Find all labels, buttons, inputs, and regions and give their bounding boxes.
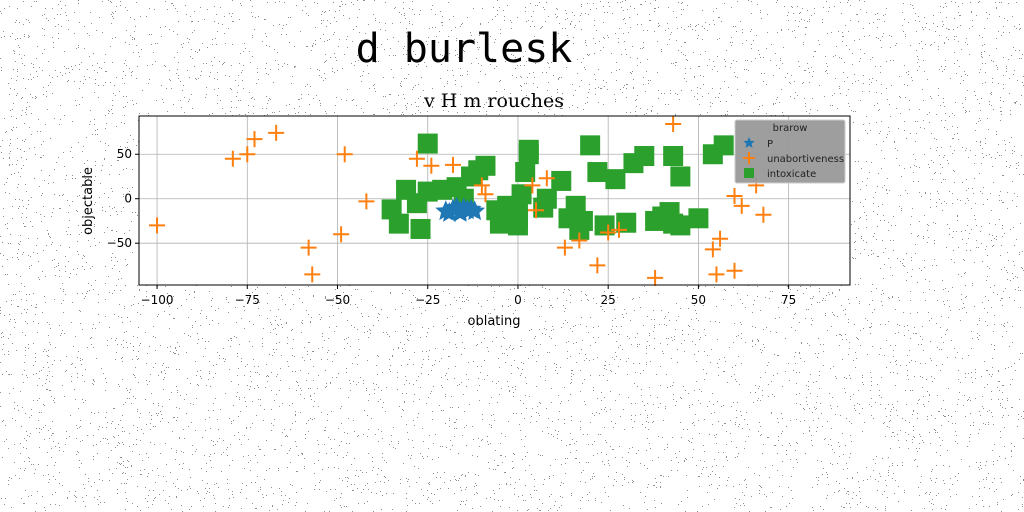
point-intoxicate bbox=[389, 214, 409, 234]
y-tick-label: −50 bbox=[107, 236, 132, 250]
x-tick-label: 75 bbox=[781, 293, 796, 307]
point-intoxicate bbox=[580, 135, 600, 155]
point-intoxicate bbox=[573, 211, 593, 231]
point-intoxicate bbox=[663, 146, 683, 166]
x-tick-label: 25 bbox=[601, 293, 616, 307]
x-tick-label: −75 bbox=[235, 293, 260, 307]
point-intoxicate bbox=[411, 219, 431, 239]
legend-label: P bbox=[767, 139, 773, 150]
point-intoxicate bbox=[519, 144, 539, 164]
x-axis-ticks: −100 −75 −50 −25 0 25 50 75 bbox=[141, 285, 797, 307]
legend-label: unabortiveness bbox=[767, 154, 844, 165]
x-tick-label: −25 bbox=[415, 293, 440, 307]
point-intoxicate bbox=[670, 215, 690, 235]
legend-label: intoxicate bbox=[767, 169, 816, 180]
point-intoxicate bbox=[714, 135, 734, 155]
point-intoxicate bbox=[670, 166, 690, 186]
y-axis-label: objectable bbox=[81, 167, 96, 235]
point-intoxicate bbox=[537, 189, 557, 209]
point-intoxicate bbox=[512, 184, 532, 204]
point-intoxicate bbox=[475, 156, 495, 176]
y-axis-ticks: −50 0 50 bbox=[107, 147, 139, 250]
point-intoxicate bbox=[605, 169, 625, 189]
point-intoxicate bbox=[688, 208, 708, 228]
y-tick-label: 0 bbox=[124, 192, 132, 206]
point-intoxicate bbox=[551, 171, 571, 191]
legend-title: brarow bbox=[773, 123, 808, 134]
point-intoxicate bbox=[508, 215, 528, 235]
chart-title: v H m rouches bbox=[423, 90, 564, 112]
x-tick-label: 50 bbox=[691, 293, 706, 307]
point-intoxicate bbox=[587, 162, 607, 182]
x-axis-label: oblating bbox=[468, 314, 521, 329]
figure-suptitle: d burlesk bbox=[356, 26, 573, 72]
y-tick-label: 50 bbox=[117, 147, 132, 161]
x-tick-label: −100 bbox=[141, 293, 174, 307]
x-tick-label: −50 bbox=[325, 293, 350, 307]
point-intoxicate bbox=[634, 146, 654, 166]
legend-marker-2 bbox=[744, 168, 754, 178]
x-tick-label: 0 bbox=[514, 293, 522, 307]
point-intoxicate bbox=[418, 134, 438, 154]
